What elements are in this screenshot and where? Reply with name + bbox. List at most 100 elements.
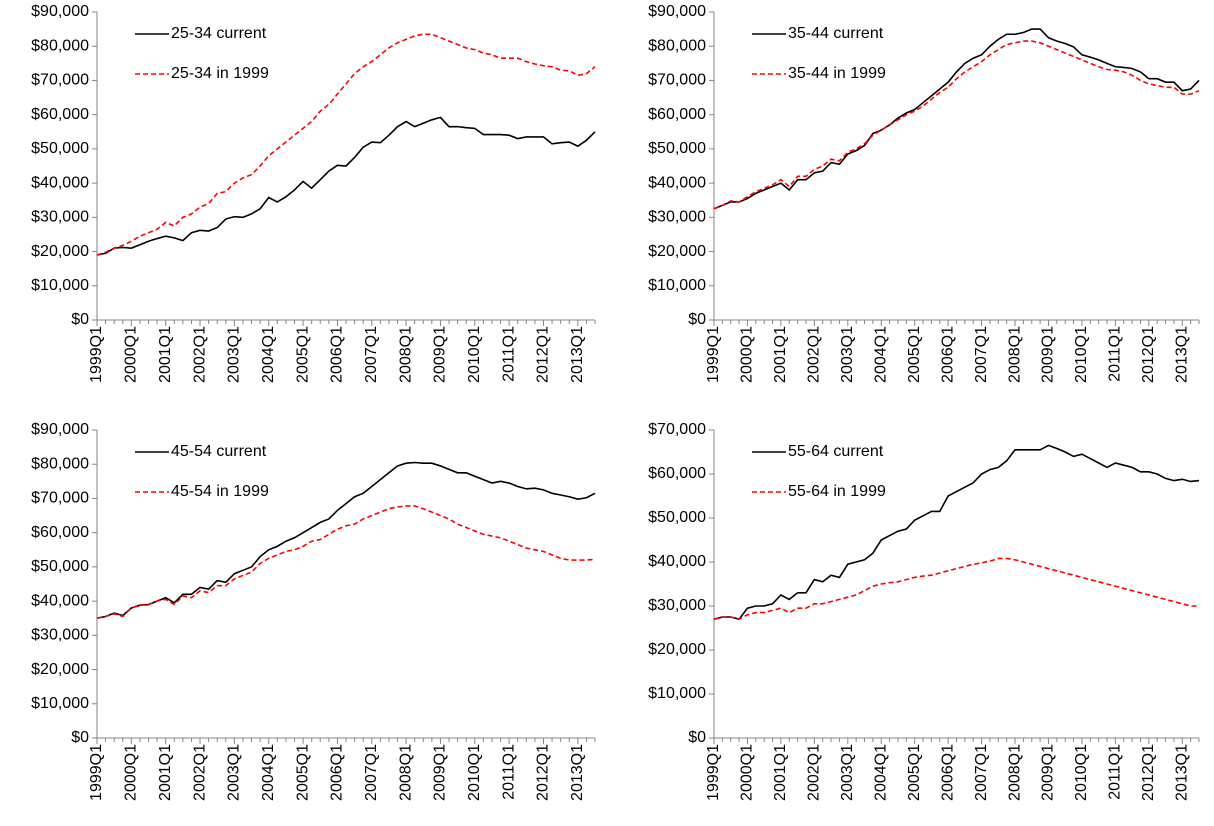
x-tick-label: 2006Q1: [329, 326, 346, 383]
x-tick-label: 2004Q1: [260, 744, 277, 801]
y-tick-label: $60,000: [31, 524, 89, 541]
x-tick-label: 2013Q1: [1173, 744, 1190, 801]
x-tick-label: 2002Q1: [191, 326, 208, 383]
series-line: [96, 505, 596, 620]
x-tick-label: 2013Q1: [569, 744, 586, 801]
x-tick-label: 2008Q1: [1006, 744, 1023, 801]
y-tick-label: $10,000: [31, 695, 89, 712]
x-tick-label: 2000Q1: [123, 744, 140, 801]
y-tick-label: $30,000: [31, 627, 89, 644]
x-tick-label: 2000Q1: [123, 326, 140, 383]
series-line: [96, 116, 596, 256]
x-tick-label: 2000Q1: [739, 744, 756, 801]
y-tick-label: $70,000: [648, 421, 706, 438]
x-tick-label: 2012Q1: [535, 744, 552, 801]
x-tick-label: 2009Q1: [1040, 744, 1057, 801]
y-tick-label: $70,000: [648, 72, 706, 89]
y-tick-label: $0: [688, 729, 706, 746]
x-tick-label: 2012Q1: [1140, 326, 1157, 383]
y-tick-label: $20,000: [31, 243, 89, 260]
x-tick-label: 2001Q1: [157, 326, 174, 383]
y-tick-label: $0: [688, 311, 706, 328]
x-tick-label: 2005Q1: [906, 326, 923, 383]
y-tick-label: $50,000: [31, 558, 89, 575]
x-tick-label: 2000Q1: [739, 326, 756, 383]
x-tick-label: 2001Q1: [772, 744, 789, 801]
y-tick-label: $50,000: [648, 140, 706, 157]
x-tick-label: 2003Q1: [226, 326, 243, 383]
x-tick-label: 1999Q1: [88, 744, 105, 801]
x-tick-label: 2011Q1: [500, 326, 517, 382]
x-tick-label: 2004Q1: [872, 744, 889, 801]
x-tick-label: 2006Q1: [939, 744, 956, 801]
x-tick-label: 2003Q1: [839, 326, 856, 383]
series-line: [713, 28, 1200, 210]
y-tick-label: $90,000: [648, 3, 706, 20]
legend-label: 25-34 in 1999: [171, 65, 269, 82]
x-tick-label: 1999Q1: [88, 326, 105, 383]
y-tick-label: $60,000: [648, 465, 706, 482]
y-tick-label: $10,000: [648, 277, 706, 294]
y-tick-label: $80,000: [31, 455, 89, 472]
x-tick-label: 2008Q1: [397, 744, 414, 801]
x-tick-label: 2011Q1: [1107, 326, 1124, 382]
x-tick-label: 2005Q1: [906, 744, 923, 801]
series-line: [96, 33, 596, 256]
x-tick-label: 2003Q1: [226, 744, 243, 801]
x-tick-label: 2005Q1: [294, 326, 311, 383]
x-tick-label: 2011Q1: [500, 744, 517, 800]
y-tick-label: $40,000: [648, 174, 706, 191]
x-tick-label: 2012Q1: [535, 326, 552, 383]
x-tick-label: 2001Q1: [157, 744, 174, 801]
x-tick-label: 2007Q1: [363, 326, 380, 383]
legend-label: 55-64 current: [788, 443, 884, 460]
x-tick-label: 2001Q1: [772, 326, 789, 383]
x-tick-label: 2004Q1: [260, 326, 277, 383]
y-tick-label: $40,000: [31, 592, 89, 609]
legend-label: 35-44 current: [788, 25, 884, 42]
x-tick-label: 2007Q1: [973, 326, 990, 383]
x-tick-label: 2010Q1: [466, 326, 483, 383]
y-tick-label: $40,000: [648, 553, 706, 570]
y-tick-label: $20,000: [648, 243, 706, 260]
legend-label: 25-34 current: [171, 25, 267, 42]
y-tick-label: $70,000: [31, 490, 89, 507]
x-tick-label: 2002Q1: [806, 326, 823, 383]
y-tick-label: $70,000: [31, 72, 89, 89]
series-line: [96, 461, 596, 620]
x-tick-label: 2010Q1: [466, 744, 483, 801]
y-tick-label: $30,000: [31, 209, 89, 226]
legend-label: 55-64 in 1999: [788, 483, 886, 500]
legend-label: 45-54 current: [171, 443, 267, 460]
series-line: [713, 557, 1199, 621]
x-tick-label: 2008Q1: [1006, 326, 1023, 383]
x-tick-label: 2007Q1: [363, 744, 380, 801]
x-tick-label: 2002Q1: [191, 744, 208, 801]
y-tick-label: $0: [71, 729, 89, 746]
x-tick-label: 2003Q1: [839, 744, 856, 801]
y-tick-label: $40,000: [31, 174, 89, 191]
y-tick-label: $50,000: [648, 509, 706, 526]
y-tick-label: $20,000: [31, 661, 89, 678]
y-tick-label: $30,000: [648, 209, 706, 226]
y-tick-label: $60,000: [31, 106, 89, 123]
x-tick-label: 2008Q1: [397, 326, 414, 383]
series-line: [713, 40, 1200, 210]
x-tick-label: 2009Q1: [1040, 326, 1057, 383]
x-tick-label: 2009Q1: [432, 744, 449, 801]
x-tick-label: 2010Q1: [1073, 744, 1090, 801]
x-tick-label: 2007Q1: [973, 744, 990, 801]
x-tick-label: 2004Q1: [872, 326, 889, 383]
series-line: [713, 444, 1200, 621]
y-tick-label: $60,000: [648, 106, 706, 123]
x-tick-label: 2006Q1: [939, 326, 956, 383]
y-tick-label: $50,000: [31, 140, 89, 157]
y-tick-label: $30,000: [648, 597, 706, 614]
x-tick-label: 1999Q1: [705, 744, 722, 801]
y-tick-label: $0: [71, 311, 89, 328]
y-tick-label: $20,000: [648, 641, 706, 658]
x-tick-label: 2013Q1: [1173, 326, 1190, 383]
x-tick-label: 1999Q1: [705, 326, 722, 383]
legend-label: 35-44 in 1999: [788, 65, 886, 82]
